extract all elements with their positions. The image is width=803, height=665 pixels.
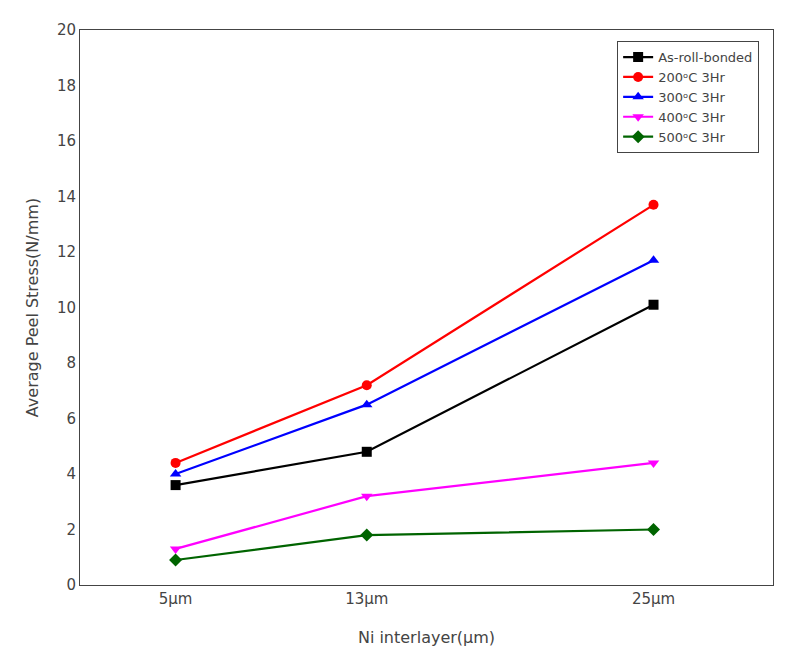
- svg-text:500ᵒC 3Hr: 500ᵒC 3Hr: [658, 130, 725, 145]
- svg-text:16: 16: [57, 132, 76, 150]
- svg-text:14: 14: [57, 188, 76, 206]
- svg-text:6: 6: [66, 410, 76, 428]
- svg-text:13μm: 13μm: [345, 590, 388, 608]
- svg-text:400ᵒC 3Hr: 400ᵒC 3Hr: [658, 110, 725, 125]
- svg-text:8: 8: [66, 354, 76, 372]
- svg-text:Ni interlayer(μm): Ni interlayer(μm): [358, 628, 495, 647]
- svg-text:As-roll-bonded: As-roll-bonded: [658, 50, 752, 65]
- svg-text:18: 18: [57, 77, 76, 95]
- svg-text:0: 0: [66, 576, 76, 594]
- svg-text:4: 4: [66, 465, 76, 483]
- svg-text:12: 12: [57, 243, 76, 261]
- svg-text:20: 20: [57, 21, 76, 39]
- svg-text:200ᵒC 3Hr: 200ᵒC 3Hr: [658, 70, 725, 85]
- svg-text:2: 2: [66, 521, 76, 539]
- svg-text:300ᵒC 3Hr: 300ᵒC 3Hr: [658, 90, 725, 105]
- svg-text:25μm: 25μm: [632, 590, 675, 608]
- svg-text:10: 10: [57, 299, 76, 317]
- svg-text:5μm: 5μm: [159, 590, 193, 608]
- svg-text:Average Peel Stress(N/mm): Average Peel Stress(N/mm): [23, 198, 42, 417]
